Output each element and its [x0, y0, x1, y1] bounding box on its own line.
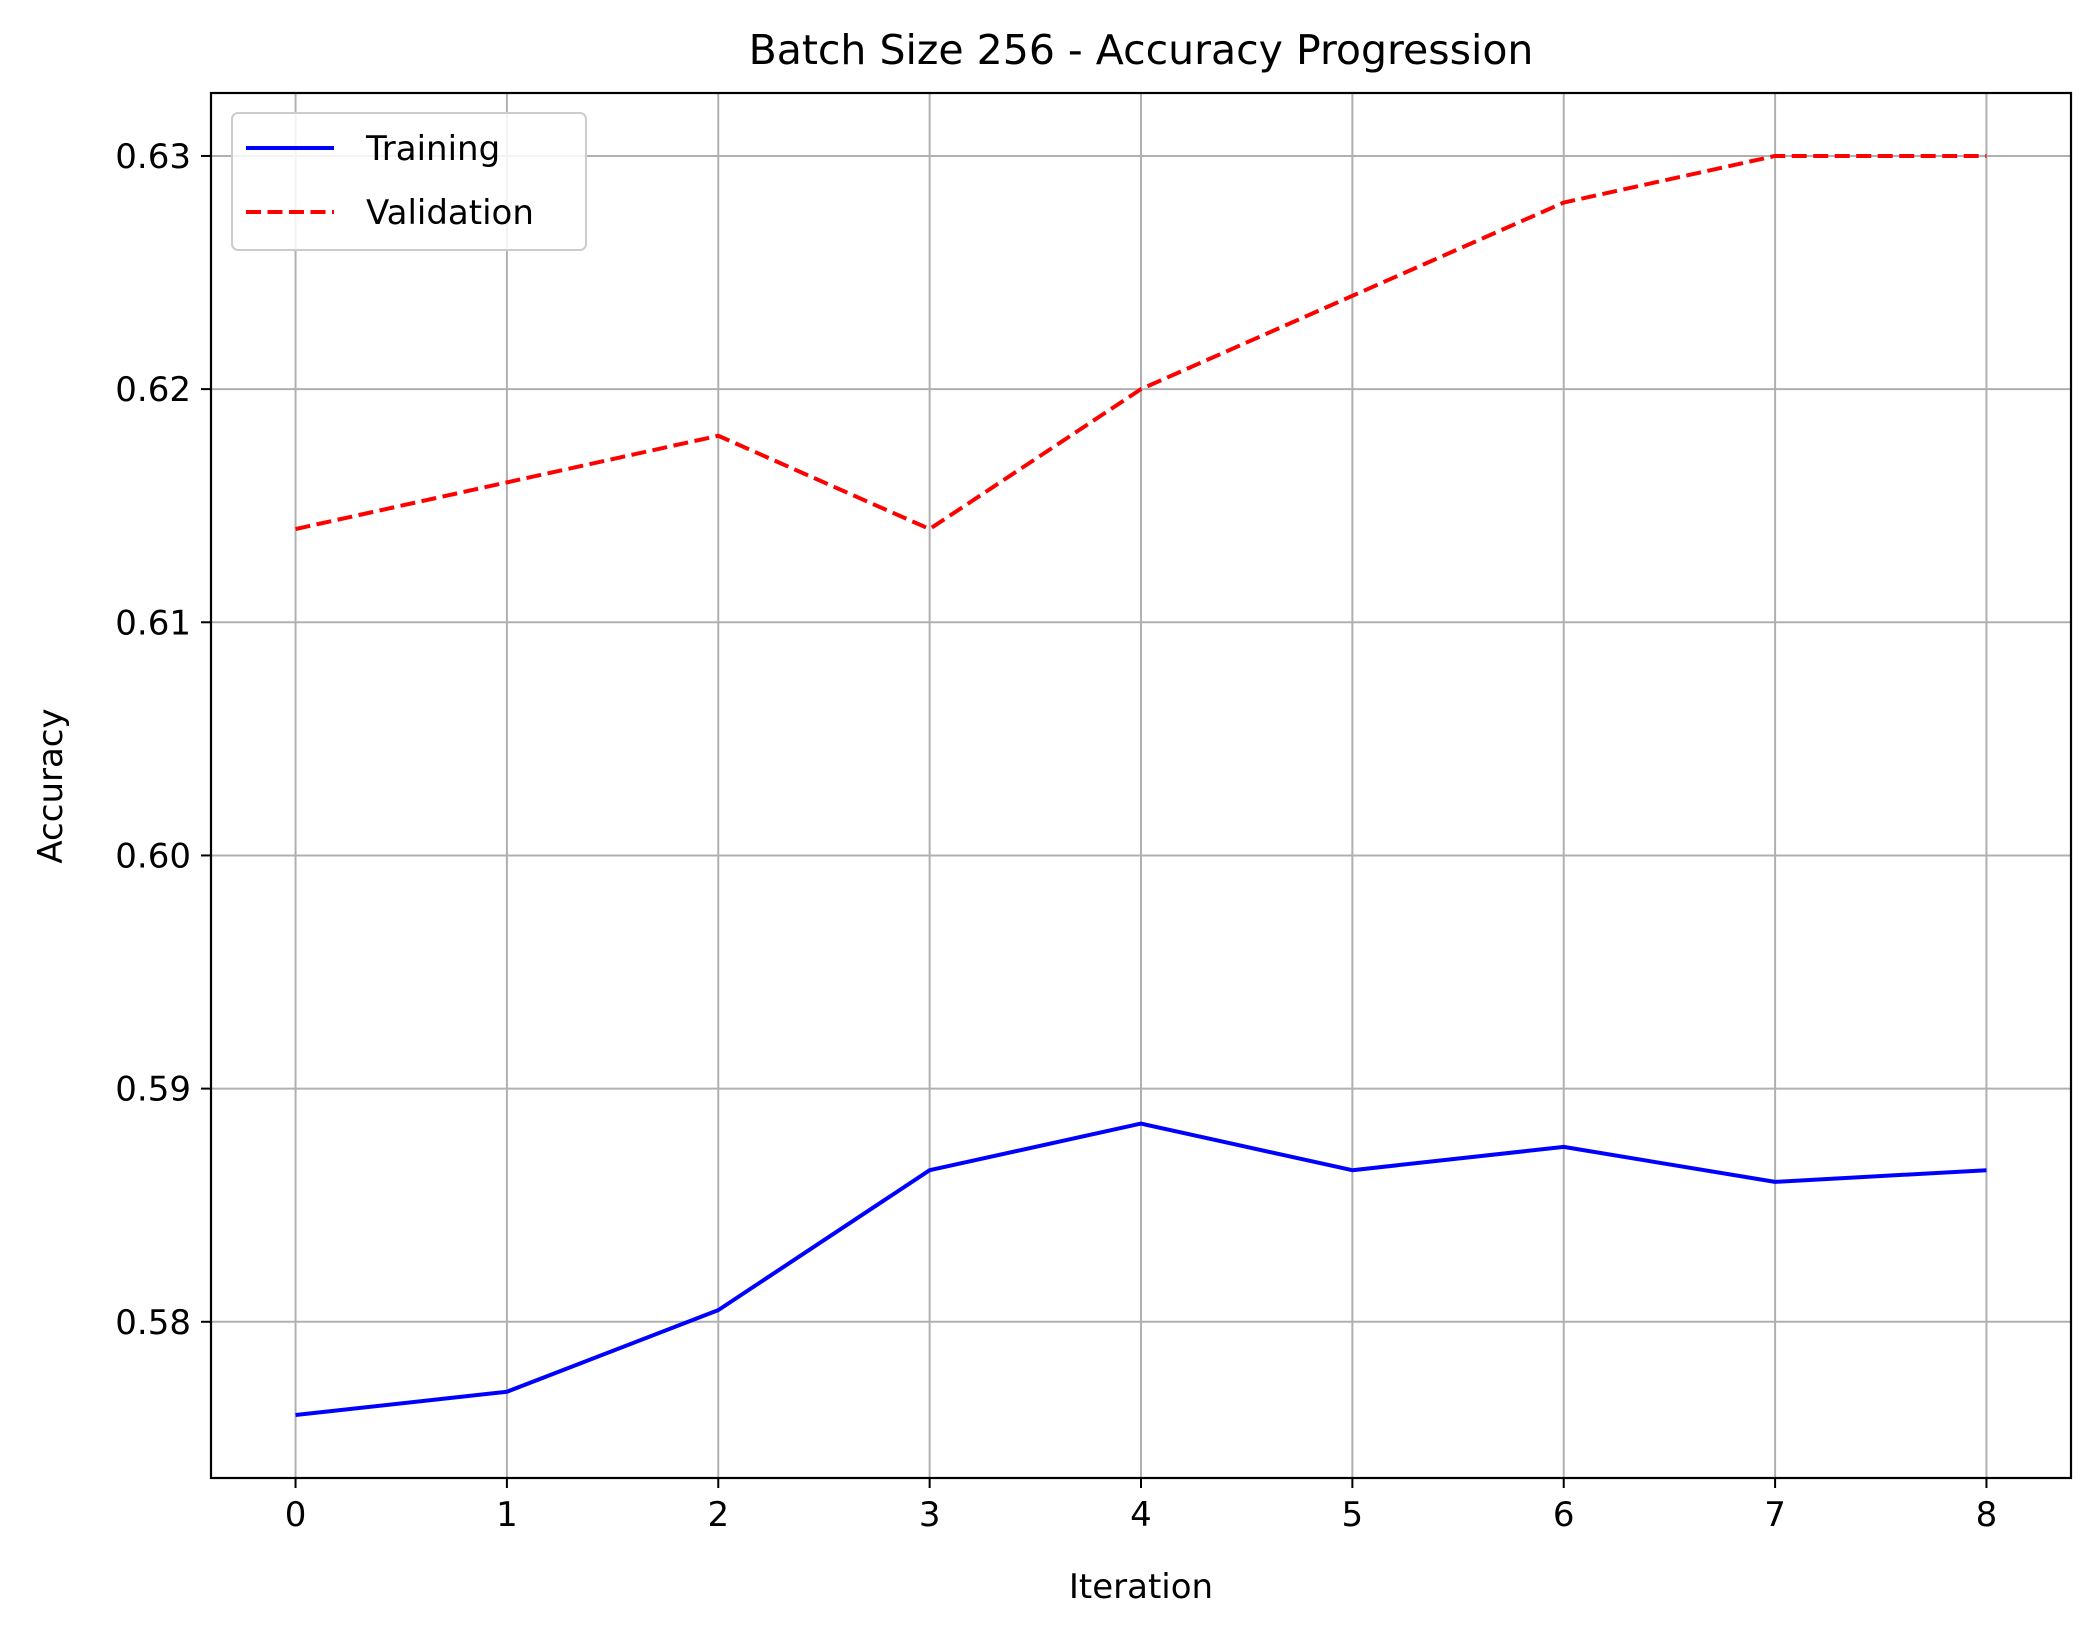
tick-labels: 0 1 2 3 4 5 6 7 8 0.58 0.59 0.60 0.61 0.62 0.63 [115, 137, 1997, 1535]
legend-label-validation: Validation [366, 193, 534, 233]
x-axis-label: Iteration [1069, 1567, 1213, 1607]
x-tick-label: 1 [496, 1495, 518, 1535]
ticks [201, 154, 1988, 1488]
x-tick-label: 2 [707, 1495, 729, 1535]
legend: Training Validation [231, 112, 587, 251]
y-tick-label: 0.61 [115, 603, 191, 643]
x-tick-label: 5 [1342, 1495, 1364, 1535]
chart-title: Batch Size 256 - Accuracy Progression [749, 26, 1534, 74]
x-tick-label: 4 [1130, 1495, 1152, 1535]
x-tick-label: 7 [1764, 1495, 1786, 1535]
x-tick-label: 0 [285, 1495, 307, 1535]
y-tick-label: 0.58 [115, 1303, 191, 1343]
series-layer [295, 153, 1987, 1418]
x-tick-label: 6 [1553, 1495, 1575, 1535]
y-axis-label: Accuracy [31, 708, 71, 863]
y-tick-label: 0.63 [115, 137, 191, 177]
y-tick-label: 0.62 [115, 370, 191, 410]
legend-label-training: Training [365, 129, 500, 169]
x-tick-label: 8 [1976, 1495, 1998, 1535]
x-tick-label: 3 [919, 1495, 941, 1535]
y-tick-label: 0.60 [115, 836, 191, 876]
y-tick-label: 0.59 [115, 1070, 191, 1110]
